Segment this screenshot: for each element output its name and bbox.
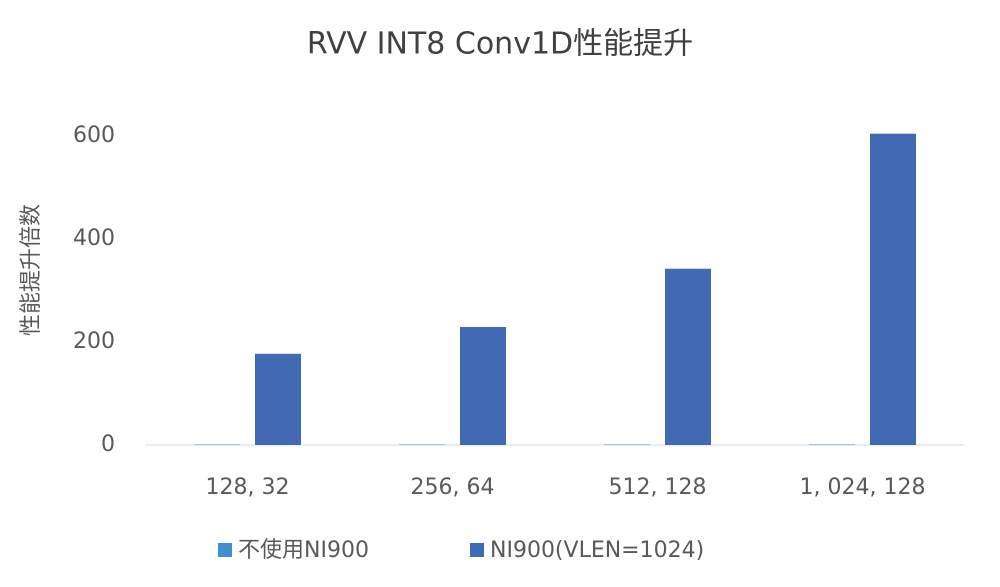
y-tick-label: 200 bbox=[73, 329, 115, 354]
bar bbox=[255, 353, 301, 445]
bar bbox=[399, 444, 445, 445]
bar bbox=[460, 326, 506, 445]
bar bbox=[194, 444, 240, 445]
legend-swatch bbox=[470, 543, 484, 557]
chart-title: RVV INT8 Conv1D性能提升 bbox=[307, 27, 693, 62]
bar bbox=[604, 444, 650, 445]
bar bbox=[665, 268, 711, 445]
bar bbox=[809, 444, 855, 445]
legend-label: 不使用NI900 bbox=[238, 538, 369, 563]
x-tick-label: 128, 32 bbox=[206, 475, 290, 500]
legend-label: NI900(VLEN=1024) bbox=[490, 538, 704, 563]
y-tick-label: 400 bbox=[73, 226, 115, 251]
x-tick-label: 512, 128 bbox=[609, 475, 707, 500]
y-axis-label: 性能提升倍数 bbox=[19, 204, 44, 336]
bar bbox=[870, 133, 916, 445]
x-tick-label: 256, 64 bbox=[411, 475, 495, 500]
y-tick-label: 600 bbox=[73, 123, 115, 148]
legend-swatch bbox=[218, 543, 232, 557]
y-tick-label: 0 bbox=[101, 432, 115, 457]
x-tick-label: 1, 024, 128 bbox=[800, 475, 926, 500]
